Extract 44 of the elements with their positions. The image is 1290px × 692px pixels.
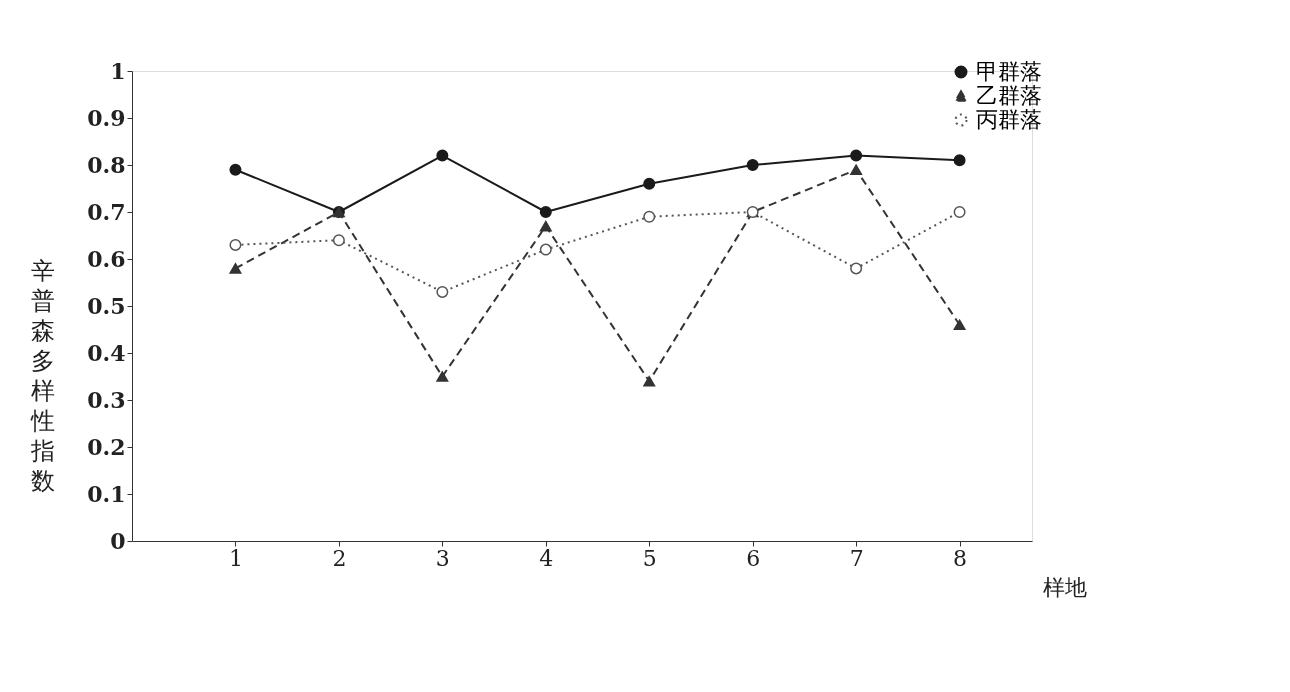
y-tick-label: 0.7 [87, 198, 126, 225]
point [850, 262, 863, 275]
legend-label: 乙群落 [976, 83, 1042, 108]
y-tick-label: 0.5 [87, 292, 126, 319]
y-tick-label: 1 [110, 57, 126, 84]
point [953, 319, 966, 331]
x-axis-title: 样地 [1042, 574, 1087, 600]
point [953, 206, 966, 218]
legend-label: 甲群落 [976, 59, 1042, 84]
x-tick-label: 1 [228, 545, 243, 571]
point [539, 206, 552, 218]
y-tick-label: 0.3 [87, 386, 126, 413]
y-tick-label: 0.2 [87, 433, 126, 460]
y-tick-label: 0 [110, 527, 126, 554]
point [643, 210, 656, 223]
point [332, 234, 345, 247]
y-tick-label: 0.9 [87, 104, 126, 131]
y-axis-title: 辛普森多样性指数 [29, 256, 55, 495]
point [643, 375, 656, 387]
x-tick-label: 4 [539, 545, 554, 571]
x-tick-label: 5 [642, 545, 657, 571]
y-tick-label: 0.6 [87, 245, 126, 272]
x-tick-label: 6 [746, 545, 761, 571]
point [850, 164, 863, 175]
point [229, 238, 242, 251]
point [539, 220, 552, 232]
point [436, 285, 449, 298]
point [746, 159, 759, 171]
point [436, 371, 449, 382]
x-tick-label: 7 [849, 545, 864, 571]
legend-label: 丙群落 [976, 107, 1042, 132]
y-tick-label: 0.4 [87, 339, 126, 366]
y-tick-label: 0.1 [87, 480, 126, 507]
point [643, 177, 656, 190]
x-tick-label: 3 [435, 545, 450, 571]
x-tick-label: 8 [953, 545, 968, 571]
x-tick-label: 2 [332, 545, 347, 571]
point [229, 163, 242, 176]
point [953, 154, 966, 167]
y-tick-label: 0.8 [87, 151, 126, 178]
point [539, 243, 552, 256]
point [850, 149, 863, 162]
point [229, 263, 242, 274]
point [436, 149, 449, 162]
